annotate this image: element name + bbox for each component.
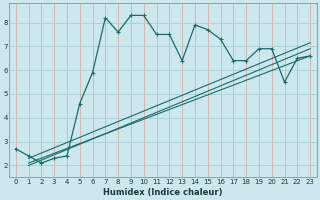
X-axis label: Humidex (Indice chaleur): Humidex (Indice chaleur): [103, 188, 223, 197]
